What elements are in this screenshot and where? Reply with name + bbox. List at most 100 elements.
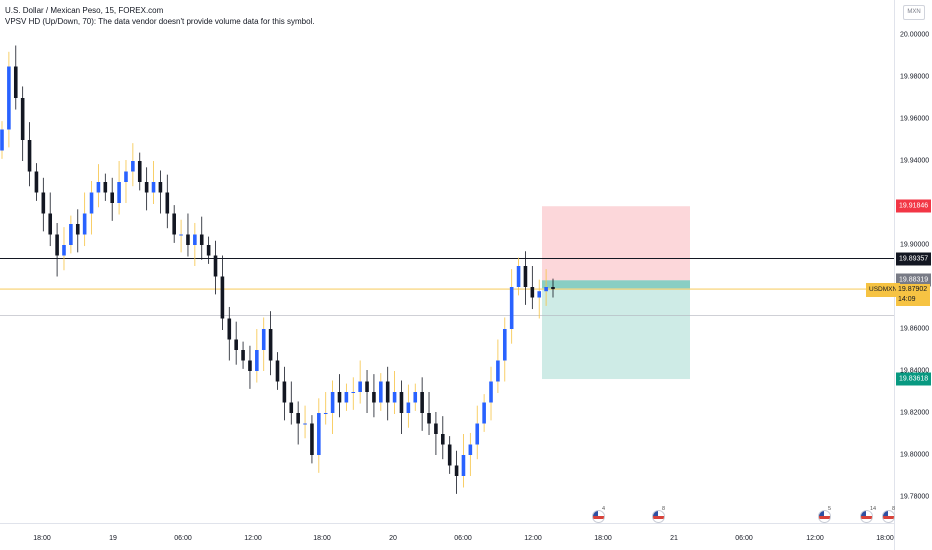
- price-tick-label: 19.96000: [900, 115, 930, 123]
- candle-body: [206, 245, 211, 256]
- candle-body: [482, 402, 486, 424]
- time-scale-border: [0, 523, 894, 524]
- time-tick-label: 06:00: [174, 535, 192, 542]
- candle-body: [544, 287, 548, 292]
- candle-body: [34, 171, 39, 193]
- candle-body: [282, 381, 287, 403]
- economic-event-icon[interactable]: 8: [882, 506, 896, 523]
- price-tick-label: 19.78000: [900, 493, 930, 501]
- candle-body: [275, 360, 280, 382]
- candle-body: [427, 413, 431, 424]
- economic-event-icon[interactable]: 4: [592, 506, 606, 523]
- candle-body: [220, 276, 225, 319]
- economic-event-icon[interactable]: 8: [652, 506, 666, 523]
- candle-body: [516, 266, 521, 287]
- candle-body: [523, 266, 528, 287]
- candle-body: [337, 392, 342, 403]
- candle-body: [310, 423, 314, 455]
- candle-body: [323, 413, 328, 414]
- economic-event-icon[interactable]: 14: [860, 506, 876, 523]
- candle-body: [110, 192, 114, 203]
- current-price-tag: 19.87902 14:09: [896, 284, 930, 306]
- price-scale-border: [894, 0, 895, 550]
- candle-body: [227, 318, 232, 340]
- candle-body: [296, 413, 300, 424]
- take-profit-zone: [542, 280, 690, 380]
- candle-body: [13, 66, 18, 98]
- candle-body: [151, 182, 156, 193]
- symbol-price-label: USDMXN: [866, 283, 901, 297]
- horizontal-line-price-tag: 19.89357: [896, 252, 932, 265]
- candle-body: [420, 392, 424, 413]
- candle-body: [55, 234, 59, 256]
- candle-body: [75, 224, 80, 235]
- currency-button[interactable]: MXN: [903, 5, 925, 20]
- candle-body: [0, 129, 4, 151]
- candle-body: [248, 360, 252, 371]
- candle-body: [413, 392, 418, 403]
- candle-body: [372, 392, 376, 403]
- price-tick-label: 19.86000: [900, 325, 930, 333]
- candle-body: [255, 350, 259, 371]
- stop-loss-zone: [542, 206, 690, 281]
- candle-body: [172, 213, 176, 235]
- time-tick-label: 06:00: [735, 535, 753, 542]
- candle-body: [27, 140, 32, 172]
- candle-body: [7, 66, 11, 130]
- candle-body: [365, 381, 369, 392]
- candle-body: [20, 98, 25, 140]
- horizontal-lines: [0, 258, 894, 316]
- candle-body: [454, 465, 459, 476]
- candle-body: [330, 392, 335, 413]
- candle-body: [158, 182, 163, 193]
- entry-price-tag: 19.88319: [896, 273, 932, 287]
- candle-body: [551, 287, 555, 290]
- time-tick-label: 21: [670, 535, 678, 542]
- candle-body: [234, 339, 238, 350]
- candle-body: [468, 444, 473, 455]
- candle-body: [537, 291, 542, 298]
- entry-band: [542, 280, 690, 289]
- target-price-tag: 19.83618: [896, 372, 932, 386]
- candle-body: [461, 455, 466, 476]
- time-tick-label: 19: [109, 535, 117, 542]
- candle-body: [447, 444, 452, 466]
- candle-body: [441, 434, 445, 445]
- indicator-legend[interactable]: VPSV HD (Up/Down, 70): The data vendor d…: [5, 17, 315, 26]
- candle-body: [351, 392, 356, 393]
- candle-body: [303, 423, 307, 425]
- price-tick-label: 20.00000: [900, 31, 930, 39]
- candle-body: [379, 381, 383, 403]
- economic-event-icon[interactable]: 5: [818, 506, 832, 523]
- candles: [0, 45, 555, 494]
- candle-body: [62, 245, 66, 256]
- current-price: 19.87902: [898, 286, 928, 293]
- time-tick-label: 20: [389, 535, 397, 542]
- candle-body: [144, 182, 149, 193]
- position-zones: [542, 206, 690, 380]
- price-tick-label: 19.98000: [900, 73, 930, 81]
- symbol-title[interactable]: U.S. Dollar / Mexican Peso, 15, FOREX.co…: [5, 6, 164, 15]
- candle-body: [137, 161, 142, 182]
- candle-body: [193, 234, 197, 245]
- candle-body: [69, 224, 73, 245]
- candle-body: [48, 213, 53, 235]
- candle-body: [358, 381, 362, 392]
- candle-body: [186, 234, 190, 245]
- time-tick-label: 12:00: [524, 535, 542, 542]
- time-tick-label: 12:00: [806, 535, 824, 542]
- candle-body: [434, 423, 438, 434]
- time-tick-label: 18:00: [594, 535, 612, 542]
- bar-countdown: 14:09: [898, 296, 916, 303]
- candle-body: [289, 402, 294, 413]
- candle-body: [385, 381, 390, 403]
- candle-body: [96, 182, 101, 193]
- candle-body: [131, 161, 135, 172]
- candle-body: [165, 192, 170, 214]
- candle-body: [199, 234, 204, 245]
- candle-body: [268, 329, 273, 361]
- time-tick-label: 06:00: [454, 535, 472, 542]
- candle-body: [530, 287, 535, 298]
